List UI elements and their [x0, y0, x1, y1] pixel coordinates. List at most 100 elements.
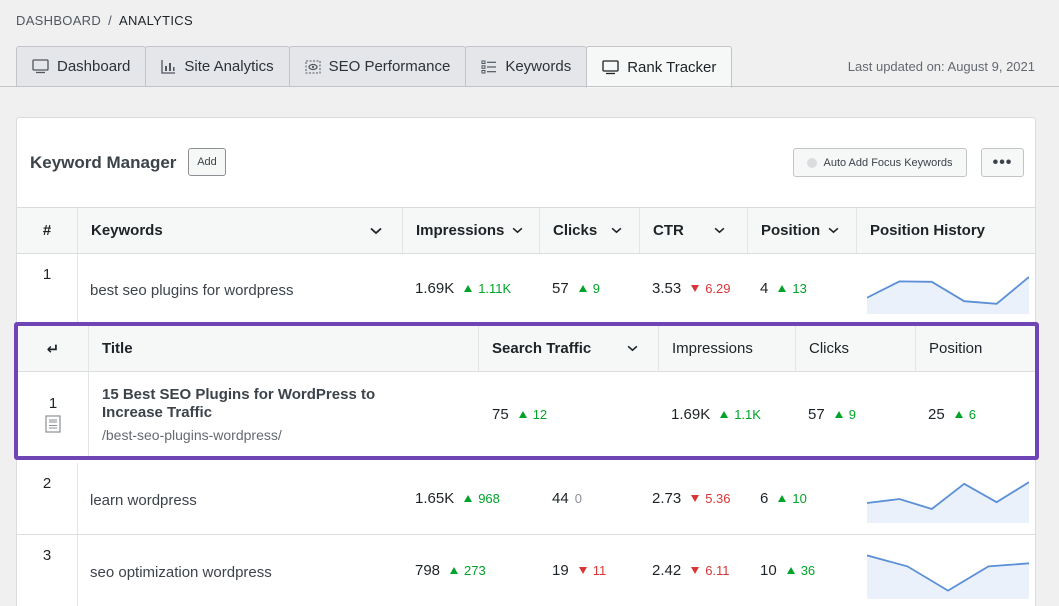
delta-value: 6: [968, 406, 976, 422]
keyword-text[interactable]: learn wordpress: [90, 492, 197, 509]
clicks-cell: 19 11: [552, 535, 639, 606]
up-arrow-icon: [464, 284, 473, 292]
column-position[interactable]: Position: [748, 208, 856, 253]
column-impressions[interactable]: Impressions: [403, 208, 539, 253]
clicks-cell: 57 9: [808, 372, 915, 456]
chevron-down-icon: [627, 345, 638, 352]
impressions-delta: 1.11K: [464, 281, 511, 296]
delta-value: 13: [792, 280, 807, 296]
tab-seo-performance[interactable]: SEO Performance: [288, 46, 467, 87]
impressions-cell: 1.65K 968: [415, 463, 539, 534]
column-position-label: Position: [761, 222, 821, 239]
column-impressions: Impressions: [659, 326, 795, 371]
column-clicks[interactable]: Clicks: [540, 208, 639, 253]
impressions-value: 1.69K: [415, 279, 455, 297]
column-position-history: Position History: [857, 208, 1035, 253]
ctr-cell: 2.42 6.11: [652, 535, 747, 606]
monitor-icon: [602, 59, 619, 74]
down-arrow-icon: [578, 567, 587, 574]
table-row[interactable]: 3 seo optimization wordpress 798 273 19 11…: [17, 535, 1035, 606]
impressions-delta: 968: [464, 491, 500, 506]
impressions-value: 798: [415, 562, 441, 579]
divider: [856, 208, 857, 253]
sparkline-area: [867, 555, 1029, 599]
keywords-table-header: # Keywords Impressions Clicks CTR Positi…: [17, 207, 1035, 254]
divider: [88, 372, 89, 456]
delta-value: 11: [592, 563, 607, 578]
column-impressions-label: Impressions: [672, 340, 753, 357]
more-options-button[interactable]: •••: [981, 148, 1024, 177]
return-arrow-icon: ↵: [46, 340, 60, 358]
tab-dashboard[interactable]: Dashboard: [16, 46, 147, 87]
clicks-cell: 57 9: [552, 254, 639, 322]
post-slug: /best-seo-plugins-wordpress/: [102, 426, 282, 443]
tab-label: SEO Performance: [328, 58, 451, 75]
post-title[interactable]: 15 Best SEO Plugins for WordPress to Inc…: [102, 385, 376, 421]
position-delta: 6: [954, 406, 976, 422]
ctr-value: 2.73: [652, 490, 682, 507]
ctr-cell: 2.73 5.36: [652, 463, 747, 534]
breadcrumb-current: ANALYTICS: [118, 13, 193, 28]
delta-value: 1.1K: [734, 406, 761, 422]
delta-value: 9: [592, 280, 600, 296]
divider: [77, 208, 78, 253]
list-icon: [481, 60, 497, 73]
details-row[interactable]: 1 15 Best SEO Plugins for WordPress to I…: [18, 372, 1035, 456]
divider: [639, 208, 640, 253]
impressions-value: 1.69K: [671, 405, 711, 423]
position-cell: 4 13: [760, 254, 856, 322]
post-title-cell[interactable]: 15 Best SEO Plugins for WordPress to Inc…: [102, 372, 472, 456]
traffic-value: 75: [492, 405, 509, 423]
position-value: 6: [760, 490, 769, 507]
table-row[interactable]: 1 best seo plugins for wordpress 1.69K 1.…: [17, 254, 1035, 323]
breadcrumb-root[interactable]: DASHBOARD: [16, 13, 102, 28]
panel-header: Keyword Manager Add Auto Add Focus Keywo…: [17, 118, 1035, 207]
breadcrumb: DASHBOARD / ANALYTICS: [16, 13, 193, 28]
eye-icon: [305, 60, 321, 73]
impressions-cell: 798 273: [415, 535, 539, 606]
column-search-traffic[interactable]: Search Traffic: [479, 326, 658, 371]
divider: [795, 326, 796, 371]
position-history-sparkline: [867, 554, 1029, 599]
sparkline-line: [867, 554, 1029, 592]
up-arrow-icon: [450, 567, 459, 574]
ctr-delta: 6.11: [691, 563, 730, 578]
impressions-cell: 1.69K 1.11K: [415, 254, 539, 322]
tab-keywords[interactable]: Keywords: [465, 46, 588, 87]
divider: [77, 535, 78, 606]
row-number: 3: [42, 547, 52, 564]
down-arrow-icon: [691, 567, 700, 574]
tab-label: Site Analytics: [184, 58, 274, 75]
column-ctr[interactable]: CTR: [640, 208, 747, 253]
clicks-delta: 9: [834, 407, 856, 422]
divider: [539, 208, 540, 253]
chevron-down-icon: [828, 227, 839, 234]
panel-title: Keyword Manager: [30, 153, 177, 172]
table-row[interactable]: 2 learn wordpress 1.65K 968 44 0 2.73 5.36 …: [17, 463, 1035, 535]
clicks-value: 57: [808, 405, 825, 423]
column-keywords-label: Keywords: [91, 222, 163, 239]
position-cell: 6 10: [760, 463, 856, 534]
tab-rank-tracker[interactable]: Rank Tracker: [586, 46, 733, 88]
keyword-cell[interactable]: seo optimization wordpress: [90, 535, 400, 606]
up-arrow-icon: [518, 410, 527, 418]
keyword-text[interactable]: seo optimization wordpress: [90, 564, 272, 581]
add-keyword-button[interactable]: Add: [188, 148, 226, 176]
ctr-delta: 6.29: [691, 281, 731, 296]
keyword-text[interactable]: best seo plugins for wordpress: [90, 281, 294, 299]
row-number: 1: [42, 266, 52, 283]
clicks-delta: 0: [574, 491, 582, 506]
tab-label: Keywords: [505, 58, 572, 75]
details-row-number: 1: [48, 395, 58, 412]
up-arrow-icon: [720, 410, 729, 418]
delta-value: 273: [464, 563, 486, 578]
auto-add-focus-keywords-toggle[interactable]: Auto Add Focus Keywords: [793, 148, 967, 177]
column-keywords[interactable]: Keywords: [78, 208, 402, 253]
document-icon: [45, 415, 61, 433]
divider: [77, 254, 78, 322]
impressions-delta: 273: [450, 563, 486, 578]
breadcrumb-separator: /: [108, 13, 112, 28]
keyword-cell[interactable]: best seo plugins for wordpress: [90, 254, 400, 322]
keyword-cell[interactable]: learn wordpress: [90, 463, 400, 534]
tab-site-analytics[interactable]: Site Analytics: [145, 46, 290, 87]
